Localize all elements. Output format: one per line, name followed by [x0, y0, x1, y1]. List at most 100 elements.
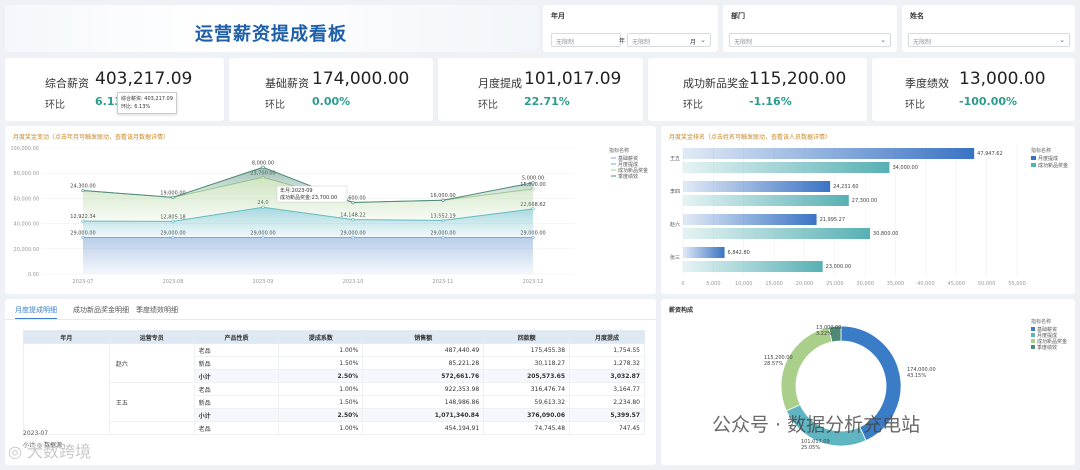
col-header[interactable]: 运营专员: [108, 330, 195, 344]
y-tick-label: 赵六: [670, 221, 680, 228]
paid-cell: 74,745.48: [483, 421, 571, 435]
paid-cell: 59,613.32: [483, 395, 571, 409]
slice-成功新品奖金: [780, 326, 833, 412]
slice-pct: 43.15%: [907, 373, 926, 379]
tabs-divider: [5, 319, 656, 320]
dept-filter: 部门 无限制 ⌄: [723, 5, 897, 52]
table-row[interactable]: 王五 老品 1.00% 922,353.98 316,476.74 3,164.77: [24, 382, 645, 422]
tab-quarter-perf[interactable]: 季度绩效明细: [136, 306, 178, 314]
commission-cell: 1,754.55: [569, 343, 645, 357]
x-tick-label: 2023-11: [433, 279, 454, 285]
person-cell: 赵六: [108, 343, 195, 383]
data-point: [531, 181, 535, 185]
x-tick-label: 5,000: [706, 281, 720, 287]
paid-cell: 205,573.65: [483, 369, 571, 383]
legend-swatch: [1031, 327, 1035, 331]
col-header[interactable]: 月度提成: [569, 330, 645, 344]
slice-pct: 3.22%: [816, 331, 832, 337]
kpi-card-base[interactable]: 基础薪资 174,000.00 环比 0.00%: [229, 58, 433, 121]
bar-李四-成功新品奖金: [683, 195, 849, 206]
slice-pct: 28.57%: [764, 361, 783, 367]
coef-cell: 2.50%: [278, 408, 364, 422]
commission-cell: 3,032.87: [569, 369, 645, 383]
legend-item: 成功新品奖金: [1037, 338, 1067, 345]
bar-label: 27,300.00: [852, 198, 877, 204]
bar-张三-月度提成: [683, 247, 725, 258]
y-tick-label: 张三: [670, 254, 680, 261]
composition-title: 薪资构成: [669, 307, 694, 314]
kpi-card-perf[interactable]: 季度绩效 13,000.00 环比 -100.00%: [872, 58, 1075, 121]
area-基础薪资: [83, 237, 533, 274]
slice-pct: 25.05%: [801, 445, 820, 451]
product-type-cell: 老品: [193, 421, 280, 435]
table-footer-note: 小计 ◎ 数据源: [23, 442, 63, 449]
month-from-select[interactable]: 无限制: [551, 33, 621, 47]
slice-label: 13,000.00: [816, 325, 841, 331]
col-header[interactable]: 年月: [23, 330, 110, 344]
x-tick-label: 55,000: [1008, 281, 1026, 287]
sales-cell: 1,071,340.84: [362, 408, 485, 422]
data-label: 13,600.00: [340, 195, 365, 201]
coef-cell: 1.00%: [278, 382, 364, 396]
kpi-hb-value: -1.16%: [749, 95, 792, 108]
col-header[interactable]: 销售额: [362, 330, 485, 344]
x-tick-label: 35,000: [887, 281, 905, 287]
legend-swatch: [1031, 333, 1035, 337]
y-tick-label: 0.00: [28, 272, 39, 278]
kpi-card-bonus[interactable]: 成功新品奖金 115,200.00 环比 -1.16%: [648, 58, 867, 121]
commission-cell: 1,278.32: [569, 356, 645, 370]
kpi-label: 月度提成: [478, 77, 522, 90]
kpi-hb-value: 22.71%: [524, 95, 570, 108]
x-tick-label: 2023-12: [523, 279, 544, 285]
month-to-select[interactable]: 无限制 月 ⌄: [627, 33, 711, 47]
legend-item: 月度提成: [618, 161, 638, 168]
detail-panel: 月度提成明细 成功新品奖金明细 季度绩效明细 年月 运营专员 产品性质 提成系数…: [5, 299, 656, 465]
trend-chart[interactable]: 100,000.00 80,000.00 60,000.00 40,000.00 20,…: [5, 126, 656, 294]
bar-label: 6,842.80: [728, 250, 750, 256]
table-row[interactable]: 老品 1.00% 454,194.91 74,745.48 747.45: [24, 421, 645, 435]
name-select[interactable]: 无限制 ⌄: [908, 33, 1070, 47]
month-from-value: 无限制: [556, 39, 575, 46]
year-label: 年: [619, 38, 626, 45]
bar-张三-成功新品奖金: [683, 261, 823, 272]
x-tick-label: 30,000: [856, 281, 874, 287]
legend-item: 月度提成: [1037, 332, 1057, 339]
bar-李四-月度提成: [683, 181, 831, 192]
col-header[interactable]: 产品性质: [193, 330, 280, 344]
trend-tooltip-box: [276, 185, 348, 203]
coef-cell: 1.00%: [278, 343, 364, 357]
col-header[interactable]: 回款额: [483, 330, 571, 344]
commission-cell: 5,399.57: [569, 408, 645, 422]
table-row[interactable]: 新品 1.50% 85,221.28 30,118.27 1,278.32: [24, 356, 645, 370]
dept-select[interactable]: 无限制 ⌄: [729, 33, 891, 47]
legend-item: 季度绩效: [618, 173, 638, 180]
name-filter: 姓名 无限制 ⌄: [902, 5, 1075, 52]
table-row[interactable]: 小计 2.50% 1,071,340.84 376,090.06 5,399.57: [24, 408, 645, 422]
bar-label: 21,995.27: [820, 217, 845, 223]
kpi-card-total[interactable]: 综合薪资 403,217.09 环比 6.13% 综合薪资: 403,217.0…: [5, 58, 224, 121]
month-cell: [23, 343, 110, 435]
x-tick-label: 2023-09: [253, 279, 274, 285]
sales-cell: 454,194.91: [362, 421, 485, 435]
tab-monthly-commission[interactable]: 月度提成明细: [15, 305, 57, 319]
kpi-card-commission[interactable]: 月度提成 101,017.09 环比 22.71%: [438, 58, 643, 121]
paid-cell: 175,455.38: [483, 343, 571, 357]
col-header[interactable]: 提成系数: [278, 330, 364, 344]
tooltip-line: 综合薪资: 403,217.09: [121, 96, 173, 102]
paid-cell: 376,090.06: [483, 408, 571, 422]
x-tick-label: 2023-08: [163, 279, 184, 285]
legend-title: 指标名称: [609, 147, 629, 154]
kpi-hb-label: 环比: [45, 100, 65, 111]
paid-cell: 30,118.27: [483, 356, 571, 370]
tab-new-product-bonus[interactable]: 成功新品奖金明细: [73, 306, 129, 314]
bar-赵六-月度提成: [683, 214, 817, 225]
y-tick-label: 40,000.00: [14, 222, 39, 228]
slice-label: 174,000.00: [907, 367, 936, 373]
ranking-chart[interactable]: 0 5,000 10,000 15,000 20,000 25,000 30,000 35,0…: [661, 126, 1075, 294]
table-row[interactable]: 赵六 老品 1.00% 487,440.49 175,455.38 1,754.55: [23, 343, 645, 435]
x-tick-label: 2023-07: [73, 279, 94, 285]
legend-swatch: [1031, 345, 1035, 349]
commission-cell: 747.45: [569, 421, 645, 435]
data-label: 16,000.00: [430, 193, 455, 199]
